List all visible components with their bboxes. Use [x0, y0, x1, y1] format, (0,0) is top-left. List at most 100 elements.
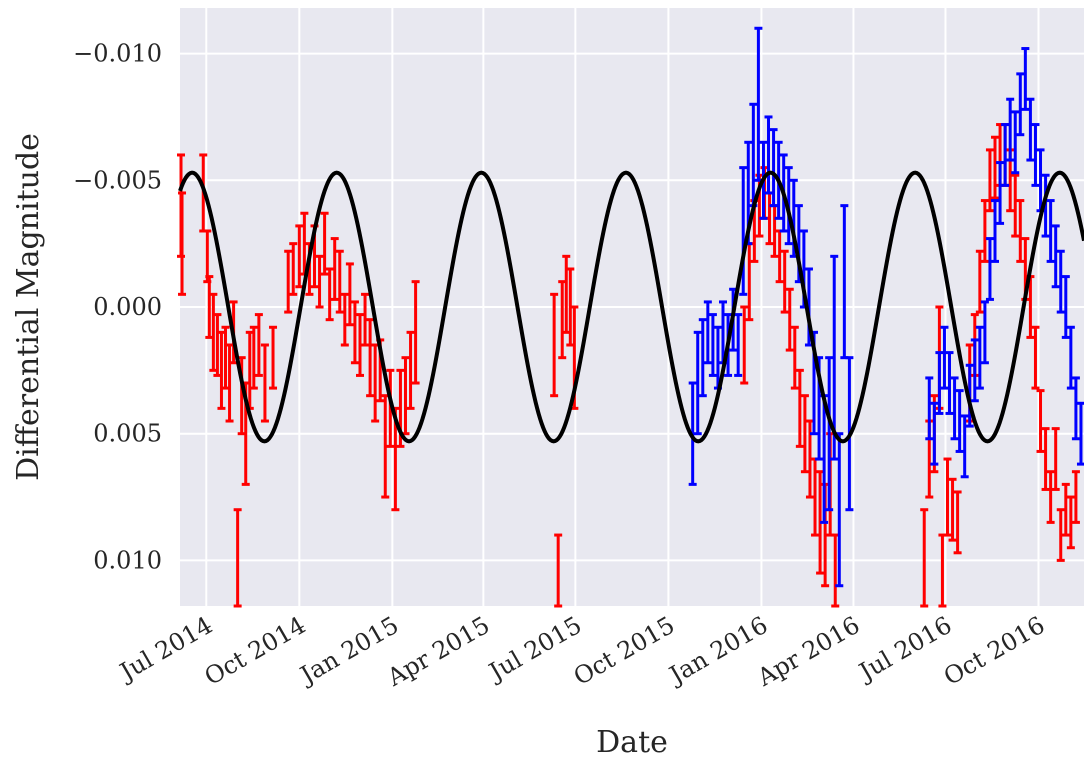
model-sinusoid-curve: [178, 170, 1084, 444]
error-bar-point: [825, 356, 834, 512]
error-bar-point: [350, 300, 359, 365]
error-bar-point: [1021, 47, 1030, 111]
error-bar-point: [960, 414, 969, 479]
y-tick-label: 0.000: [93, 293, 162, 321]
error-bar-point: [1016, 199, 1025, 263]
error-bar-point: [178, 191, 187, 296]
x-tick-label: Apr 2015: [382, 611, 495, 692]
error-bar-point: [330, 237, 339, 301]
error-bar-point: [950, 376, 959, 441]
error-bar-point: [289, 242, 298, 296]
error-bar-point: [945, 351, 954, 415]
error-bar-point: [1006, 97, 1015, 162]
error-bar-point: [1046, 199, 1055, 263]
error-bar-point: [764, 115, 773, 195]
error-bar-point: [948, 477, 957, 542]
error-bar-point: [991, 135, 1000, 200]
error-bar-point: [554, 533, 563, 608]
red-error-bars: [177, 123, 1080, 608]
error-bar-point: [1056, 249, 1065, 314]
error-bar-point: [953, 490, 962, 555]
x-tick-label: Oct 2014: [200, 611, 311, 691]
error-bar-point: [249, 325, 258, 390]
error-bar-point: [1066, 495, 1075, 550]
error-bar-point: [800, 394, 809, 474]
x-tick-label: Oct 2016: [939, 611, 1050, 691]
x-axis-label: Date: [596, 725, 668, 760]
error-bar-point: [320, 211, 329, 276]
error-bar-point: [830, 254, 839, 461]
x-tick-label: Apr 2016: [752, 611, 865, 692]
error-bar-point: [975, 325, 984, 390]
error-bar-point: [996, 161, 1005, 225]
error-bar-point: [769, 128, 778, 208]
error-bar-point: [355, 313, 364, 377]
error-bar-point: [935, 351, 944, 415]
error-bar-point: [940, 325, 949, 390]
error-bar-point: [345, 262, 354, 327]
error-bar-point: [734, 313, 743, 377]
error-bar-point: [1036, 389, 1045, 453]
error-bar-point: [991, 199, 1000, 263]
error-bar-point: [943, 457, 952, 537]
y-tick-label: −0.010: [73, 40, 162, 68]
x-tick-label: Oct 2015: [569, 611, 680, 691]
error-bar-point: [790, 325, 799, 390]
error-bar-point: [693, 330, 702, 436]
error-bar-point: [1056, 508, 1065, 562]
error-bar-point: [269, 325, 278, 390]
error-bar-point: [1066, 325, 1075, 390]
x-tick-label: Jul 2014: [113, 611, 217, 687]
error-bar-point: [361, 292, 370, 347]
error-bar-point: [1041, 427, 1050, 491]
error-bar-point: [980, 199, 989, 263]
error-bar-point: [1061, 275, 1070, 339]
y-tick-label: 0.010: [93, 546, 162, 574]
x-tick-label: Jul 2016: [852, 611, 956, 687]
error-bar-point: [1011, 110, 1020, 175]
error-bar-point: [955, 389, 964, 453]
y-tick-label: 0.005: [93, 420, 162, 448]
x-tick-label: Jul 2015: [482, 611, 586, 687]
error-bar-point: [975, 249, 984, 314]
y-axis-label: Differential Magnitude: [11, 133, 46, 481]
error-bar-point: [315, 254, 324, 309]
y-tick-labels: −0.010 −0.005 0.000 0.005 0.010: [73, 40, 162, 575]
error-bar-point: [1031, 325, 1040, 390]
error-bar-point: [1001, 123, 1010, 187]
error-bar-point: [550, 292, 559, 398]
error-bar-point: [920, 508, 929, 608]
error-bar-point: [340, 292, 349, 347]
error-bar-point: [284, 249, 293, 314]
error-bar-point: [1016, 72, 1025, 137]
error-bar-point: [406, 330, 415, 410]
error-bar-point: [411, 280, 420, 385]
error-bar-point: [325, 267, 334, 322]
error-bar-point: [980, 300, 989, 365]
x-tick-label: Jan 2016: [662, 611, 772, 691]
error-bar-point: [970, 338, 979, 403]
error-bar-point: [1026, 97, 1035, 162]
error-bar-point: [930, 401, 939, 466]
error-bar-point: [233, 508, 242, 608]
error-bar-point: [1046, 470, 1055, 524]
error-bar-point: [1051, 427, 1060, 491]
error-bar-point: [985, 237, 994, 301]
error-bar-point: [1051, 224, 1060, 289]
error-bar-point: [703, 300, 712, 365]
error-bar-point: [985, 148, 994, 213]
error-bar-point: [1041, 173, 1050, 238]
error-bar-point: [1031, 123, 1040, 187]
error-bar-point: [1011, 173, 1020, 238]
error-bar-point: [260, 343, 269, 423]
error-bar-point: [925, 376, 934, 441]
error-bar-point: [739, 166, 748, 296]
error-bar-point: [708, 313, 717, 377]
error-bar-point: [366, 318, 375, 398]
x-tick-label: Jan 2015: [293, 611, 403, 691]
error-bar-point: [1061, 482, 1070, 537]
error-bar-point: [335, 249, 344, 314]
error-bar-point: [254, 313, 263, 377]
